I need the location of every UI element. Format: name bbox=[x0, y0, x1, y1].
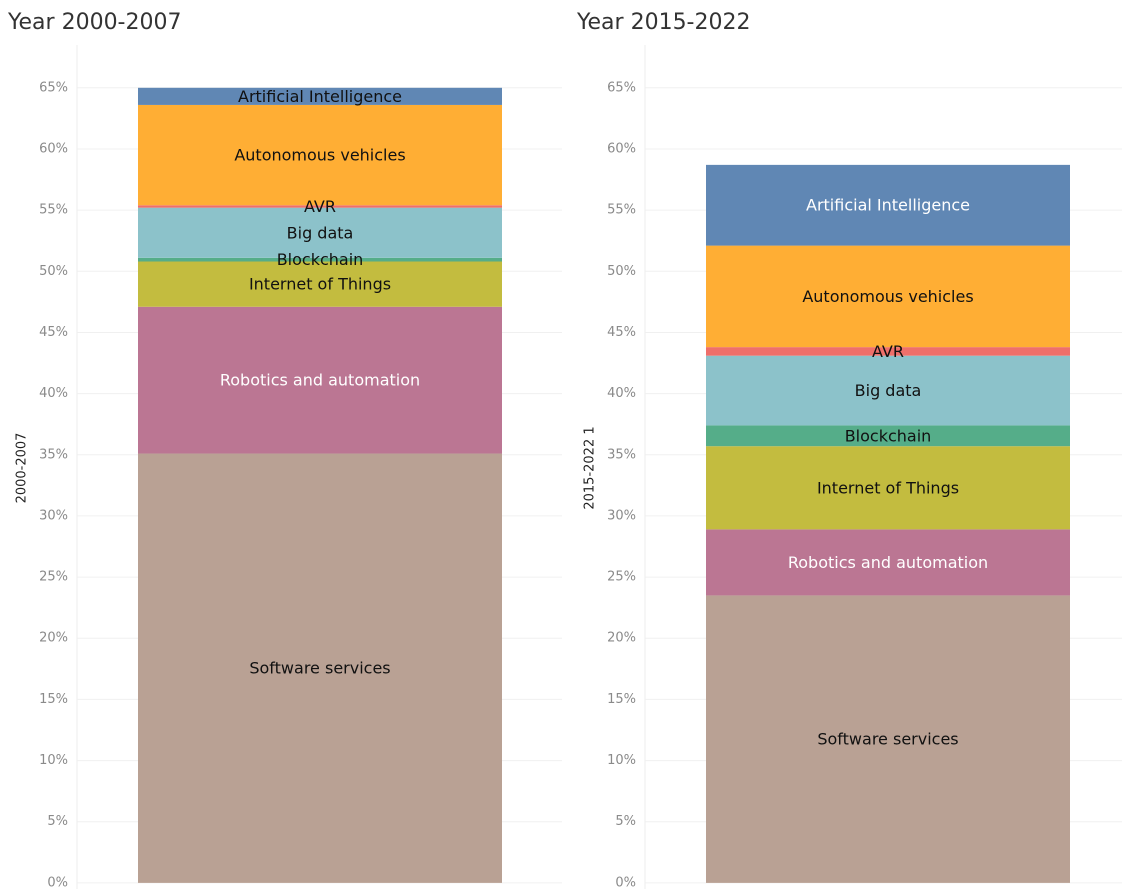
bar-segment bbox=[706, 529, 1070, 596]
y-tick-label: 25% bbox=[607, 570, 636, 585]
y-tick-label: 65% bbox=[39, 80, 68, 95]
segment-label: Artificial Intelligence bbox=[806, 196, 970, 215]
segment-label: Internet of Things bbox=[249, 275, 391, 294]
bar-segment bbox=[706, 245, 1070, 348]
segment-label: Software services bbox=[249, 659, 390, 678]
y-tick-label: 60% bbox=[39, 141, 68, 156]
segment-label: Robotics and automation bbox=[220, 371, 420, 390]
y-tick-label: 45% bbox=[39, 325, 68, 340]
y-tick-label: 50% bbox=[39, 264, 68, 279]
segment-label: Autonomous vehicles bbox=[234, 146, 405, 165]
bar-segment bbox=[138, 306, 502, 454]
bar-segment bbox=[706, 347, 1070, 356]
segment-label: AVR bbox=[872, 342, 904, 361]
chart-title: Year 2000-2007 bbox=[7, 10, 182, 35]
y-tick-label: 10% bbox=[39, 753, 68, 768]
y-tick-label: 35% bbox=[607, 447, 636, 462]
bar-segment bbox=[138, 104, 502, 206]
y-tick-label: 15% bbox=[39, 692, 68, 707]
bar-segment bbox=[706, 446, 1070, 530]
y-tick-label: 45% bbox=[607, 325, 636, 340]
bar-segment bbox=[138, 453, 502, 883]
y-tick-label: 35% bbox=[39, 447, 68, 462]
segment-label: AVR bbox=[304, 197, 336, 216]
y-axis-label: 2000-2007 bbox=[15, 433, 30, 504]
y-axis-label: 2015-2022 1 bbox=[583, 426, 598, 509]
y-tick-label: 30% bbox=[607, 508, 636, 523]
bar-segment bbox=[138, 257, 502, 262]
segment-label: Software services bbox=[817, 730, 958, 749]
segment-label: Big data bbox=[287, 223, 354, 242]
y-tick-label: 5% bbox=[615, 814, 636, 829]
y-tick-label: 30% bbox=[39, 508, 68, 523]
y-tick-label: 15% bbox=[607, 692, 636, 707]
y-tick-label: 50% bbox=[607, 264, 636, 279]
chart-title: Year 2015-2022 bbox=[576, 10, 751, 35]
bar-segment bbox=[138, 261, 502, 307]
bar-segment bbox=[706, 164, 1070, 246]
segment-label: Internet of Things bbox=[817, 478, 959, 497]
y-tick-label: 40% bbox=[607, 386, 636, 401]
y-tick-label: 40% bbox=[39, 386, 68, 401]
y-tick-label: 20% bbox=[607, 631, 636, 646]
segment-label: Blockchain bbox=[845, 426, 932, 445]
y-tick-label: 5% bbox=[47, 814, 68, 829]
segment-label: Blockchain bbox=[277, 250, 364, 269]
bar-segment bbox=[138, 205, 502, 208]
y-tick-label: 65% bbox=[607, 80, 636, 95]
segment-label: Artificial Intelligence bbox=[238, 87, 402, 106]
y-tick-label: 20% bbox=[39, 631, 68, 646]
segment-label: Robotics and automation bbox=[788, 553, 988, 572]
segment-label: Autonomous vehicles bbox=[802, 287, 973, 306]
y-tick-label: 25% bbox=[39, 570, 68, 585]
y-tick-label: 10% bbox=[607, 753, 636, 768]
bar-segment bbox=[138, 87, 502, 105]
y-tick-label: 55% bbox=[39, 203, 68, 218]
y-tick-label: 0% bbox=[615, 875, 636, 889]
bar-segment bbox=[706, 595, 1070, 883]
bar-segment bbox=[706, 425, 1070, 447]
segment-label: Big data bbox=[855, 381, 922, 400]
bar-segment bbox=[706, 355, 1070, 426]
y-tick-label: 55% bbox=[607, 203, 636, 218]
y-tick-label: 60% bbox=[607, 141, 636, 156]
bar-segment bbox=[138, 207, 502, 258]
y-tick-label: 0% bbox=[47, 875, 68, 889]
